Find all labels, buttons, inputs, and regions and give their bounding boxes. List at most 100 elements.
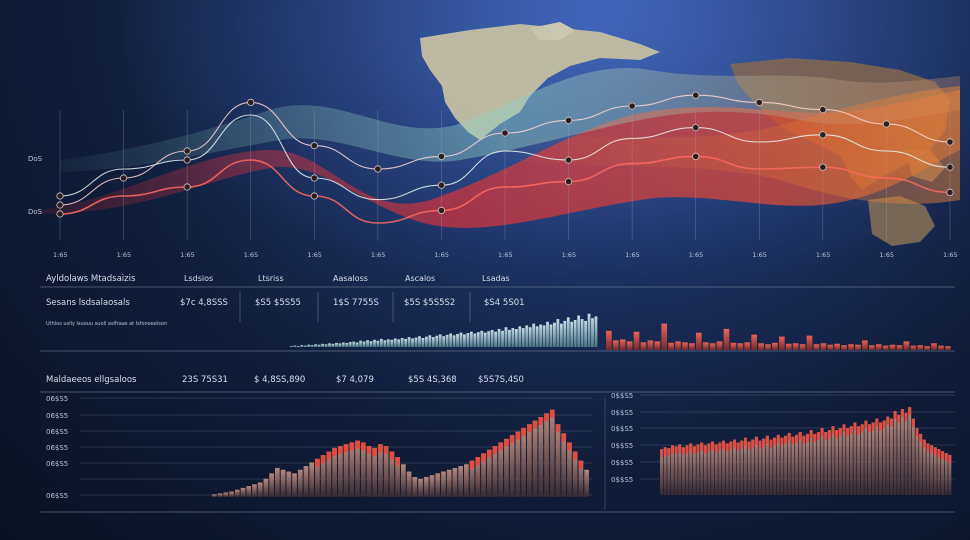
bar — [871, 422, 875, 495]
bar — [441, 471, 446, 497]
bar — [948, 454, 952, 495]
bar-highlight — [696, 444, 700, 453]
bar — [893, 411, 897, 495]
bar — [908, 407, 912, 495]
bar — [300, 345, 304, 347]
bar-highlight — [882, 420, 886, 429]
bar — [372, 447, 378, 497]
bar — [528, 327, 532, 347]
wave-data-point — [310, 192, 318, 200]
bar-highlight — [941, 451, 945, 460]
bar — [740, 440, 744, 495]
bar — [754, 436, 758, 495]
bar — [661, 323, 668, 350]
wave-data-point — [882, 120, 891, 128]
bar — [395, 457, 400, 497]
wave-data-point — [819, 106, 827, 114]
bar-highlight — [904, 412, 908, 421]
bar-highlight — [795, 434, 799, 443]
table-header: Ascalos — [405, 274, 435, 283]
wave-data-point — [56, 192, 64, 200]
bar — [286, 471, 292, 497]
bar-highlight — [343, 444, 349, 453]
bar — [855, 344, 861, 350]
bar — [501, 330, 504, 347]
bar — [842, 424, 846, 495]
bar — [813, 433, 817, 495]
bar — [473, 333, 477, 347]
wave-data-point — [183, 183, 191, 191]
bar-highlight — [871, 422, 875, 431]
bar — [494, 331, 498, 347]
bar-highlight — [689, 443, 693, 452]
bar — [556, 319, 560, 347]
bar — [458, 466, 463, 497]
bar-highlight — [762, 438, 766, 447]
bar — [806, 335, 813, 350]
wave-series-line — [59, 94, 951, 206]
wave-line-series — [56, 91, 954, 224]
bar — [654, 341, 661, 350]
bar-highlight — [743, 437, 747, 446]
bar-highlight — [747, 441, 751, 450]
bar-highlight — [868, 424, 872, 433]
bar — [407, 337, 411, 347]
bar — [429, 475, 435, 497]
bar — [307, 344, 311, 347]
bar — [696, 444, 700, 495]
top-x-tick: 1:65 — [117, 251, 132, 259]
bar — [553, 322, 556, 347]
lower-value: $5S 4S,368 — [408, 375, 457, 385]
bar — [509, 435, 515, 497]
bar-highlight — [378, 444, 383, 453]
bar — [864, 420, 868, 495]
bar — [480, 330, 484, 347]
bar — [896, 345, 903, 350]
lower-value: $5S7S,4S0 — [478, 375, 524, 385]
bar — [780, 437, 784, 495]
bar — [567, 442, 572, 497]
bar — [535, 326, 539, 347]
bar — [303, 466, 309, 497]
bar — [848, 344, 854, 350]
bar-highlight — [320, 455, 326, 464]
bar — [275, 467, 280, 497]
bar — [917, 345, 924, 350]
bar — [280, 469, 286, 497]
bar — [846, 428, 850, 495]
bar — [776, 434, 780, 495]
bar — [762, 438, 766, 495]
top-x-tick: 1:65 — [562, 251, 577, 259]
bar — [459, 332, 463, 347]
right-y-tick: 0$$S5 — [611, 459, 633, 467]
bar — [435, 473, 441, 497]
bar — [725, 443, 729, 495]
wave-data-point — [946, 138, 954, 146]
bar-highlight — [849, 426, 853, 435]
bar — [549, 324, 553, 347]
bar — [765, 344, 771, 350]
wave-data-point — [564, 156, 573, 164]
bar — [806, 433, 809, 495]
bar — [886, 416, 890, 495]
bar-highlight — [816, 432, 820, 440]
bar — [324, 344, 328, 347]
bar-highlight — [908, 407, 912, 416]
wave-data-point — [564, 178, 573, 186]
bar-highlight — [922, 439, 926, 448]
bar — [570, 321, 574, 347]
bar — [442, 336, 446, 347]
bar — [421, 338, 425, 347]
bar — [820, 428, 824, 495]
bar — [469, 331, 473, 347]
bar-highlight — [897, 414, 901, 423]
bar — [296, 346, 300, 347]
bar-highlight — [911, 418, 915, 427]
bar — [334, 342, 338, 347]
bar — [709, 343, 716, 350]
bar — [566, 317, 570, 347]
bar — [414, 337, 418, 347]
bar — [379, 338, 383, 347]
bar — [685, 445, 689, 495]
wave-data-point — [56, 201, 64, 209]
